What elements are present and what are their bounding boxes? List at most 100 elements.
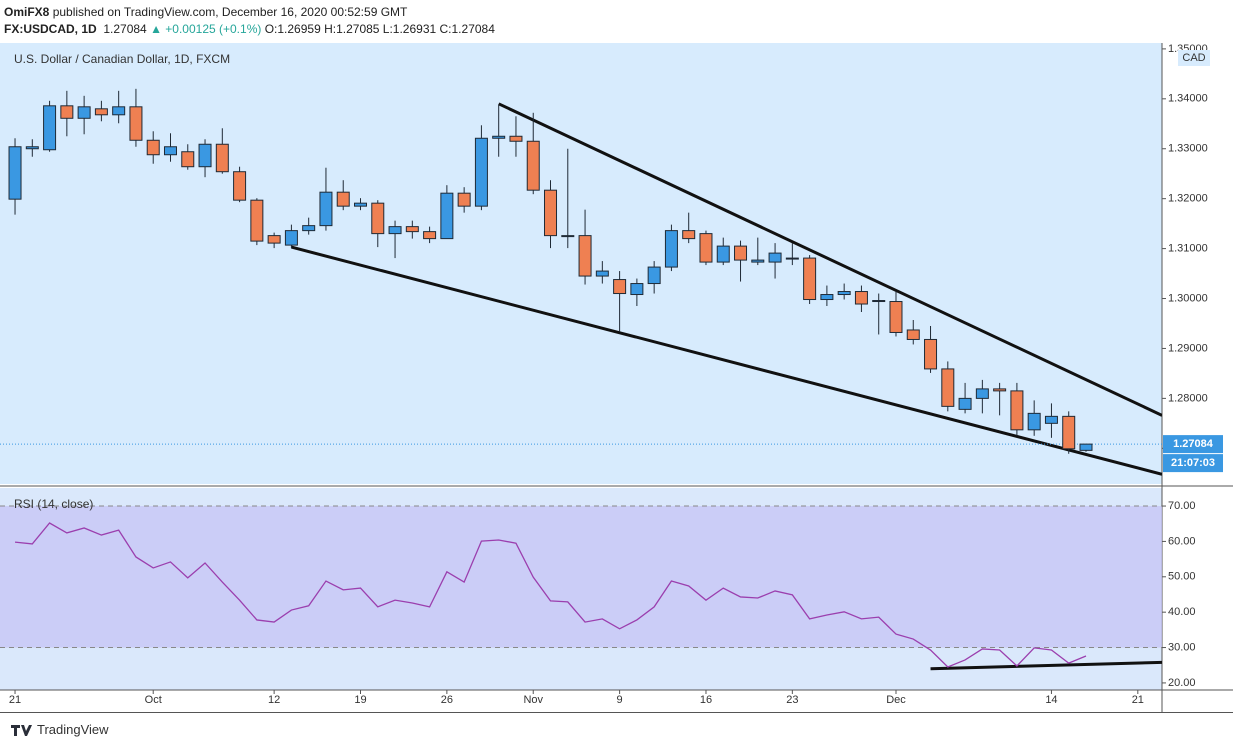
- y-tick-label: 1.33000: [1168, 143, 1208, 155]
- candle-body: [112, 106, 126, 116]
- candle-body: [630, 283, 644, 296]
- candle-body: [146, 139, 160, 156]
- pane-title: RSI (14, close): [14, 497, 93, 511]
- candle-body: [43, 105, 57, 151]
- candle-body: [77, 106, 91, 119]
- chart: 1.270001.280001.290001.300001.310001.320…: [0, 43, 1233, 713]
- x-tick-label: Oct: [145, 694, 162, 706]
- candle-body: [958, 397, 972, 410]
- candle-body: [371, 202, 385, 235]
- candle-body: [682, 230, 696, 240]
- ohlc: O:1.26959 H:1.27085 L:1.26931 C:1.27084: [264, 22, 495, 36]
- candle-body: [302, 225, 316, 232]
- candle-body: [924, 338, 938, 370]
- candle-body: [25, 146, 39, 150]
- candle-body: [492, 135, 506, 139]
- candle-body: [1079, 443, 1093, 451]
- x-tick-label: 26: [441, 694, 453, 706]
- candle-body: [820, 294, 834, 301]
- y-tick-label: 1.30000: [1168, 292, 1208, 304]
- y-tick-label: 1.29000: [1168, 342, 1208, 354]
- brand: TradingView: [37, 722, 109, 737]
- candle-body: [975, 388, 989, 399]
- y-tick-label: 50.00: [1168, 571, 1196, 583]
- y-tick-label: 60.00: [1168, 535, 1196, 547]
- candle-body: [803, 257, 817, 301]
- candle-body: [837, 291, 851, 296]
- publisher: OmiFX8: [4, 5, 50, 19]
- candle-body: [1010, 390, 1024, 431]
- publish-line: OmiFX8 published on TradingView.com, Dec…: [4, 4, 495, 21]
- change: ▲ +0.00125 (+0.1%): [150, 22, 262, 36]
- y-tick-label: 1.32000: [1168, 193, 1208, 205]
- candle-body: [474, 137, 488, 207]
- candle-body: [889, 301, 903, 333]
- candle-body: [440, 192, 454, 240]
- candle-body: [388, 226, 402, 235]
- y-tick-label: 70.00: [1168, 500, 1196, 512]
- candle-body: [561, 235, 575, 238]
- candle-body: [319, 191, 333, 227]
- plot: [0, 505, 1162, 671]
- y-tick-label: 1.28000: [1168, 392, 1208, 404]
- x-tick-label: 21: [1132, 694, 1144, 706]
- candle-body: [578, 235, 592, 277]
- candle-body: [751, 259, 765, 263]
- x-tick-label: 9: [617, 694, 623, 706]
- candle-body: [94, 108, 108, 116]
- header: OmiFX8 published on TradingView.com, Dec…: [4, 4, 495, 38]
- y-tick-label: 1.35000: [1168, 43, 1208, 55]
- countdown-tag: [1163, 454, 1223, 473]
- candle-body: [595, 270, 609, 277]
- candle-body: [198, 143, 212, 168]
- trendline: [930, 660, 1162, 671]
- trendline: [291, 245, 1162, 476]
- candle-body: [993, 388, 1007, 392]
- y-tick-label: 1.34000: [1168, 93, 1208, 105]
- candle-body: [768, 252, 782, 263]
- x-tick-label: 16: [700, 694, 712, 706]
- y-tick-label: 20.00: [1168, 677, 1196, 689]
- candle-body: [60, 105, 74, 119]
- candle-body: [509, 135, 523, 142]
- candle-body: [526, 140, 540, 191]
- candle-body: [405, 226, 419, 233]
- y-tick-label: 1.31000: [1168, 243, 1208, 255]
- candle-body: [854, 291, 868, 305]
- candle-body: [215, 143, 229, 173]
- candle-body: [1044, 415, 1058, 424]
- candle-body: [163, 146, 177, 156]
- quote-line: FX:USDCAD, 1D 1.27084 ▲ +0.00125 (+0.1%)…: [4, 21, 495, 38]
- x-tick-label: 14: [1045, 694, 1057, 706]
- candle-body: [457, 192, 471, 207]
- candle-body: [354, 202, 368, 207]
- candle-body: [544, 189, 558, 237]
- candle-body: [233, 171, 247, 201]
- candle-body: [785, 257, 799, 260]
- trendline: [498, 102, 1162, 417]
- x-tick-label: 12: [268, 694, 280, 706]
- candle-body: [941, 368, 955, 407]
- candle-body: [423, 231, 437, 240]
- x-tick-label: Dec: [886, 694, 906, 706]
- candle-body: [872, 300, 886, 303]
- candle-body: [716, 245, 730, 263]
- unit-box: [1178, 50, 1210, 66]
- last-price: 1.27084: [103, 22, 147, 36]
- x-tick-label: 21: [9, 694, 21, 706]
- published: published on TradingView.com, December 1…: [52, 5, 408, 19]
- x-tick-label: Nov: [523, 694, 543, 706]
- candle-body: [906, 329, 920, 340]
- rsi-line: [14, 522, 1087, 668]
- candle-body: [8, 146, 22, 200]
- candle-body: [181, 151, 195, 168]
- pane-title: U.S. Dollar / Canadian Dollar, 1D, FXCM: [14, 52, 230, 66]
- y-tick-label: 40.00: [1168, 606, 1196, 618]
- candle-body: [336, 191, 350, 207]
- candle-body: [250, 199, 264, 242]
- price-tag-label: 1.27084: [1173, 438, 1214, 450]
- y-tick-label: 30.00: [1168, 641, 1196, 653]
- symbol: FX:USDCAD, 1D: [4, 22, 97, 36]
- rsi-band: [0, 506, 1162, 648]
